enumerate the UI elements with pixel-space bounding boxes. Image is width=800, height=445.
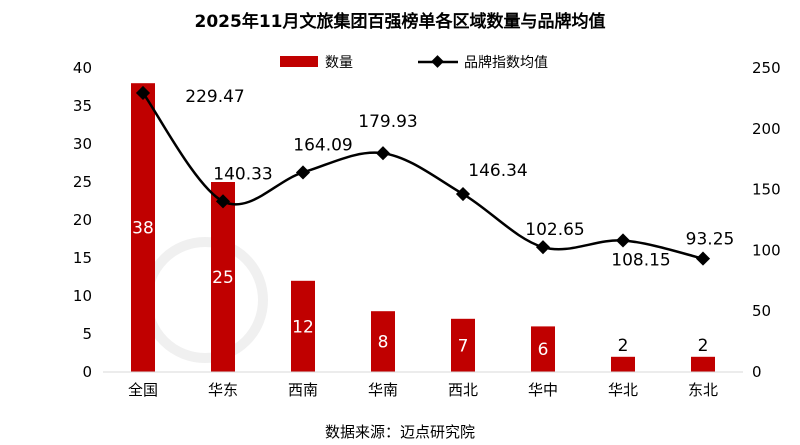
bar-value-label: 8	[378, 333, 389, 353]
left-tick-label: 0	[82, 363, 92, 381]
bar-value-label: 2	[698, 336, 709, 356]
legend-label-line: 品牌指数均值	[464, 54, 548, 71]
left-tick-label: 40	[73, 59, 92, 77]
left-tick-label: 15	[73, 249, 92, 267]
bar	[611, 356, 635, 372]
bar-value-label: 12	[292, 317, 314, 337]
category-label: 华中	[528, 381, 558, 399]
category-axis: 全国 华东 西南 华南 西北 华中 华北 东北	[103, 371, 743, 399]
line-value-label: 102.65	[525, 220, 584, 240]
line-marker	[295, 165, 311, 180]
line-value-label: 93.25	[686, 230, 735, 250]
category-label: 西北	[448, 381, 478, 399]
bar	[211, 182, 235, 372]
bar	[531, 326, 555, 372]
line-value-label: 229.47	[185, 87, 244, 107]
bar	[451, 318, 475, 372]
line-value-label: 179.93	[358, 112, 417, 132]
left-tick-label: 20	[73, 211, 92, 229]
right-tick-label: 250	[752, 59, 781, 77]
right-tick-label: 100	[752, 241, 781, 259]
line-marker	[535, 240, 551, 255]
legend-swatch-bar	[280, 56, 318, 67]
line-value-label: 140.33	[213, 164, 272, 184]
line-value-label: 108.15	[611, 250, 670, 270]
legend: 数量 品牌指数均值	[280, 54, 548, 71]
left-tick-label: 25	[73, 173, 92, 191]
right-tick-label: 200	[752, 120, 781, 138]
category-label: 华东	[208, 381, 238, 399]
legend-marker	[431, 55, 444, 68]
category-label: 东北	[688, 381, 718, 399]
left-tick-label: 5	[82, 325, 92, 343]
chart-title: 2025年11月文旅集团百强榜单各区域数量与品牌均值	[195, 11, 606, 32]
line-series: 229.47 140.33 164.09 179.93 146.34 102.65 108.…	[135, 85, 735, 270]
line-marker	[695, 251, 711, 266]
bar-value-label: 7	[458, 336, 469, 356]
line-value-label: 164.09	[293, 135, 352, 155]
category-label: 全国	[128, 381, 158, 399]
bar-value-label: 2	[618, 336, 629, 356]
left-tick-label: 10	[73, 287, 92, 305]
bar-value-label: 25	[212, 268, 234, 288]
category-label: 华北	[608, 381, 638, 399]
bar	[691, 356, 715, 372]
left-tick-label: 35	[73, 97, 92, 115]
right-tick-label: 50	[752, 302, 771, 320]
right-tick-label: 150	[752, 181, 781, 199]
line-value-label: 146.34	[468, 161, 527, 181]
line-marker	[375, 146, 391, 161]
source-note: 数据来源：迈点研究院	[325, 423, 475, 441]
legend-label-bar: 数量	[325, 55, 353, 71]
right-axis: 0 50 100 150 200 250	[752, 59, 781, 381]
category-label: 华南	[368, 381, 398, 399]
line-marker	[455, 186, 471, 202]
bar	[371, 311, 395, 372]
left-tick-label: 30	[73, 135, 92, 153]
category-label: 西南	[288, 381, 318, 399]
line-marker	[615, 233, 631, 248]
watermark-logo	[142, 237, 268, 363]
line-marker	[215, 194, 231, 209]
right-tick-label: 0	[752, 363, 762, 381]
bars: 38 25 12 8 7 6 2 2	[131, 83, 715, 372]
bar	[291, 280, 315, 372]
bar	[131, 83, 155, 372]
bar-value-label: 6	[538, 340, 549, 360]
left-axis: 0 5 10 15 20 25 30 35 40	[73, 59, 92, 381]
bar-value-label: 38	[132, 219, 154, 239]
